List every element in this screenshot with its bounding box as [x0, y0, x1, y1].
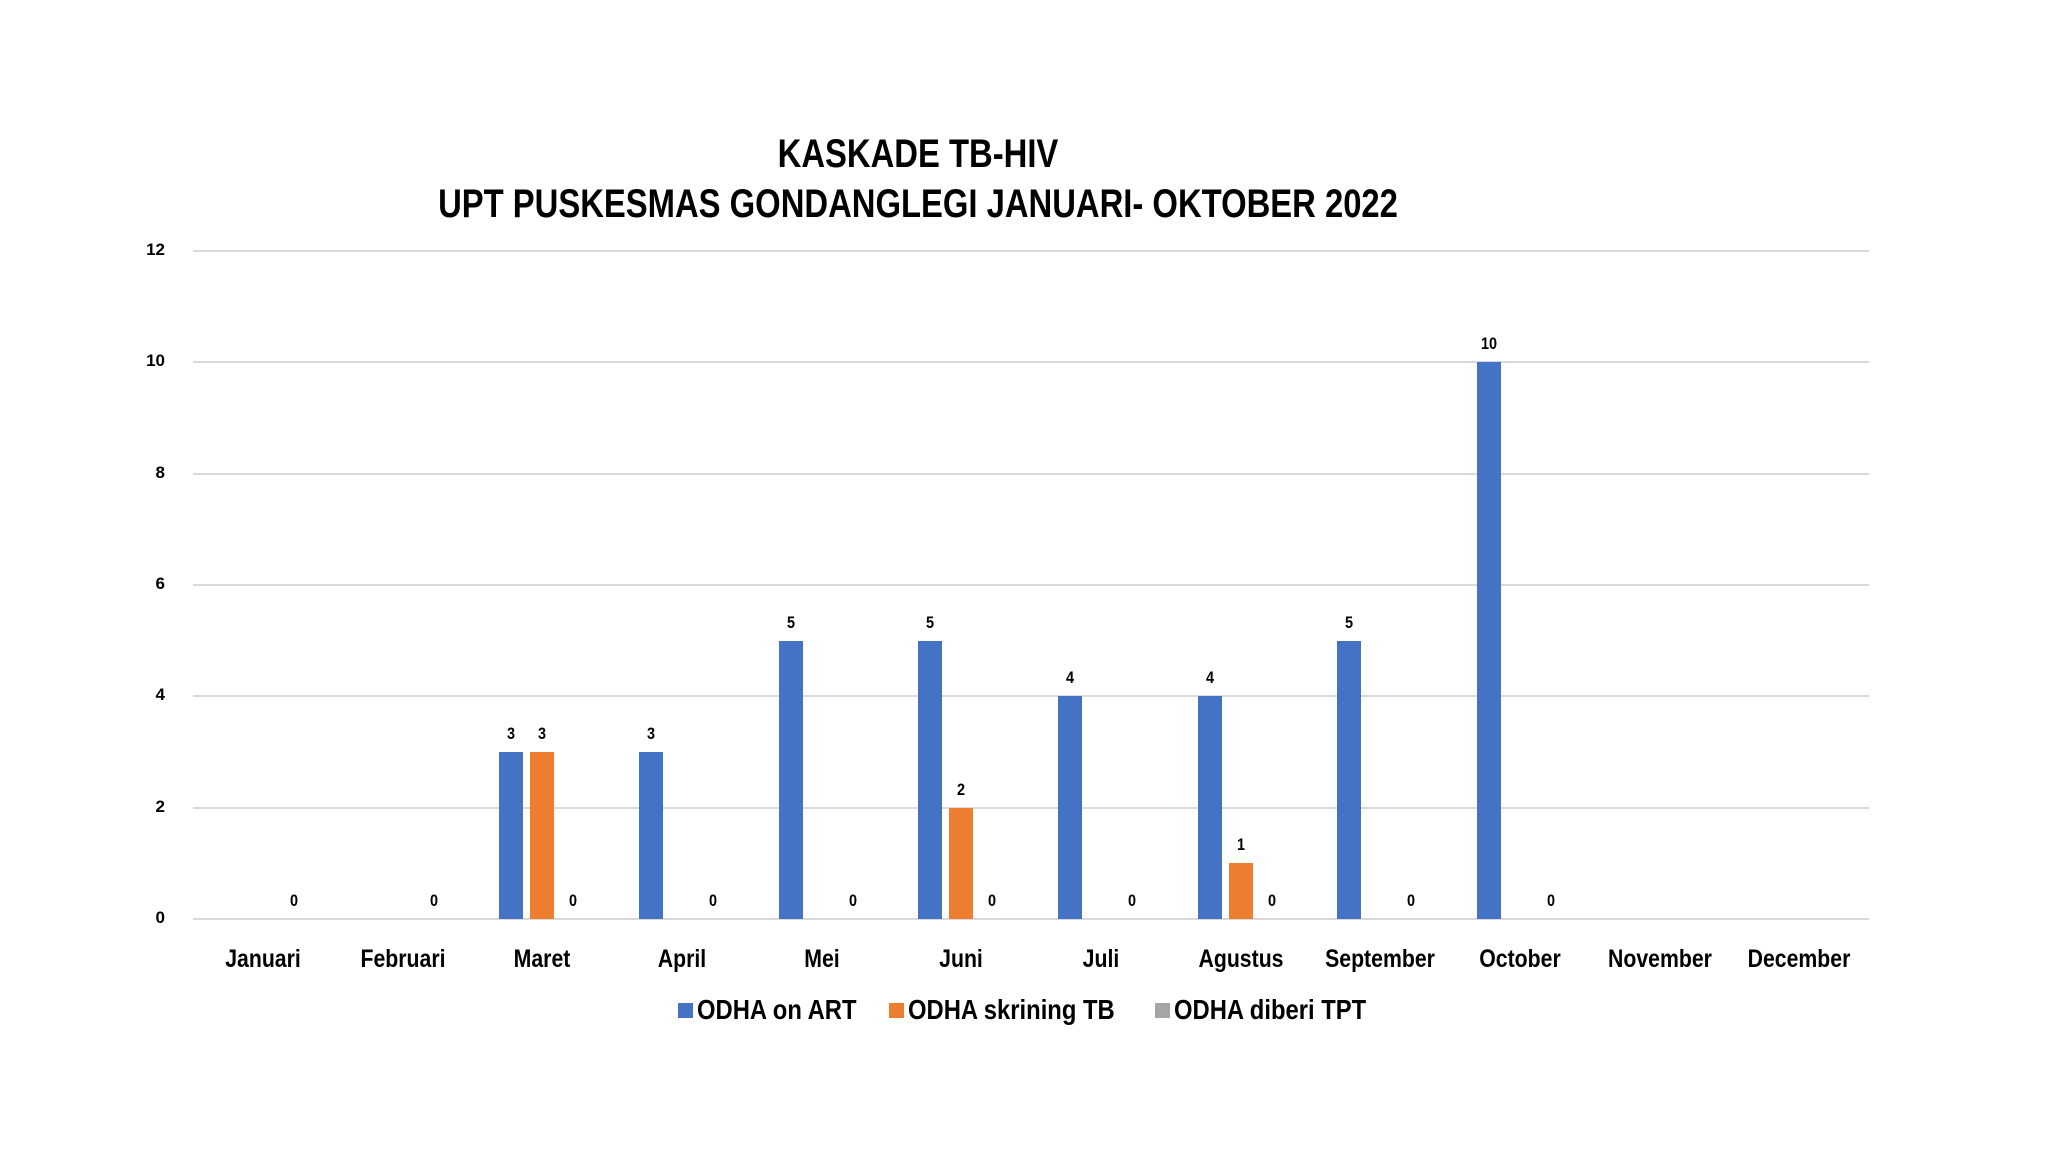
y-tick-label: 10	[146, 351, 165, 371]
data-label: 0	[988, 891, 997, 910]
bar	[1057, 696, 1082, 919]
data-label: 5	[926, 612, 935, 632]
data-label: 1	[1236, 835, 1245, 855]
data-label: 0	[289, 891, 298, 910]
x-tick-label: December	[1747, 945, 1851, 973]
bar	[1337, 640, 1362, 919]
data-label: 4	[1065, 668, 1074, 688]
bar	[778, 640, 803, 919]
data-label: 0	[708, 891, 717, 910]
legend-swatch-icon	[888, 1002, 904, 1018]
data-label: 3	[646, 724, 655, 743]
legend: ODHA on ART ODHA skrining TB ODHA diberi…	[0, 994, 2048, 1026]
legend-label: ODHA on ART	[697, 994, 857, 1025]
gridline	[193, 918, 1869, 920]
x-tick-label: Februari	[359, 945, 446, 973]
gridline	[193, 361, 1869, 364]
bar	[918, 640, 943, 919]
data-label: 5	[786, 612, 795, 632]
x-tick-label: Januari	[225, 945, 301, 973]
chart-title: KASKADE TB-HIV	[777, 132, 1059, 176]
x-tick-label: Juli	[1082, 945, 1120, 973]
data-label: 2	[957, 779, 966, 799]
x-tick-label: Maret	[513, 945, 571, 973]
chart-subtitle: UPT PUSKESMAS GONDANGLEGI JANUARI- OKTOB…	[438, 182, 1398, 226]
data-label: 0	[848, 891, 857, 910]
legend-label: ODHA skrining TB	[907, 994, 1115, 1025]
legend-swatch-icon	[1154, 1002, 1170, 1018]
gridline	[193, 806, 1869, 809]
data-label: 0	[1407, 891, 1416, 910]
bar	[499, 752, 524, 919]
legend-item-odha-diberi-tpt: ODHA diberi TPT	[1154, 994, 1370, 1026]
bar	[1197, 696, 1222, 919]
data-label: 0	[569, 891, 578, 910]
bar	[1228, 863, 1253, 919]
legend-item-odha-skrining-tb: ODHA skrining TB	[888, 994, 1121, 1026]
gridline	[193, 695, 1869, 698]
x-tick-label: Agustus	[1198, 945, 1283, 973]
data-label: 3	[538, 724, 547, 743]
data-label: 0	[1546, 891, 1555, 910]
data-label: 0	[1127, 891, 1136, 910]
gridline	[193, 472, 1869, 475]
data-label: 5	[1345, 612, 1354, 632]
gridline	[193, 584, 1869, 586]
bar	[530, 752, 555, 919]
y-tick-label: 8	[155, 462, 165, 482]
x-tick-label: April	[657, 945, 707, 973]
legend-label: ODHA diberi TPT	[1173, 994, 1367, 1025]
x-tick-label: September	[1325, 945, 1436, 973]
y-tick-label: 4	[155, 685, 165, 705]
data-label: 0	[429, 891, 438, 910]
data-label: 0	[1267, 891, 1276, 910]
y-tick-label: 12	[146, 240, 165, 259]
bar	[638, 752, 663, 919]
x-tick-label: November	[1607, 945, 1712, 973]
legend-swatch-icon	[678, 1002, 694, 1018]
y-tick-label: 2	[155, 796, 165, 816]
x-tick-label: October	[1479, 945, 1561, 973]
plot-area: 0 2 4 6 8 10 12 0 0 3 3 0 3 0 5 0 5 2 0 4 0 4 1 0 5 0 10 0	[146, 240, 1869, 927]
y-tick-label: 0	[155, 908, 165, 927]
bar	[1476, 362, 1501, 919]
data-label: 3	[507, 724, 516, 743]
y-tick-label: 6	[155, 574, 165, 593]
x-tick-label: Mei	[803, 945, 840, 973]
data-label: 4	[1205, 668, 1214, 688]
x-tick-label: Juni	[939, 945, 984, 973]
gridline	[193, 250, 1869, 252]
legend-item-odha-on-art: ODHA on ART	[678, 994, 857, 1026]
bar	[949, 807, 974, 919]
data-label: 10	[1480, 334, 1497, 354]
